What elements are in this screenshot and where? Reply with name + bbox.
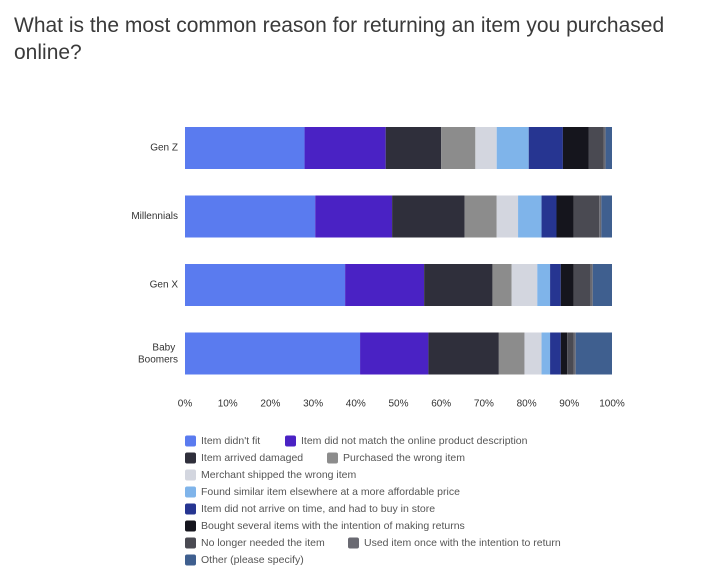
bar-segment bbox=[550, 264, 561, 306]
bar-segment bbox=[560, 332, 568, 375]
bar-segment bbox=[603, 127, 606, 169]
bar-segment bbox=[496, 195, 519, 238]
bar-segment bbox=[492, 264, 512, 306]
legend-swatch bbox=[185, 537, 196, 549]
bar-segment bbox=[511, 264, 538, 306]
bar-segment bbox=[575, 332, 612, 375]
legend-label: Used item once with the intention to ret… bbox=[364, 537, 561, 549]
bar-segment bbox=[424, 264, 493, 306]
x-tick-label: 50% bbox=[388, 399, 408, 410]
bar-segment bbox=[464, 195, 497, 238]
bar-segment bbox=[185, 332, 361, 375]
category-label: Millennials bbox=[131, 211, 178, 222]
legend-swatch bbox=[185, 486, 196, 498]
legend-swatch bbox=[185, 435, 196, 447]
legend-swatch bbox=[285, 435, 296, 447]
bar-segment bbox=[573, 264, 591, 306]
legend-label: Other (please specify) bbox=[201, 554, 304, 566]
bar-segment bbox=[304, 127, 386, 169]
bar-segment bbox=[185, 264, 346, 306]
bar-segment bbox=[592, 264, 612, 306]
bar-segment bbox=[599, 195, 602, 238]
legend-swatch bbox=[185, 520, 196, 532]
x-tick-label: 70% bbox=[474, 399, 494, 410]
legend-label: Item arrived damaged bbox=[201, 452, 303, 464]
bar-segment bbox=[428, 332, 499, 375]
bar-segment bbox=[524, 332, 542, 375]
legend-swatch bbox=[185, 452, 196, 464]
x-tick-label: 0% bbox=[178, 399, 193, 410]
bar-segment bbox=[601, 195, 612, 238]
legend-label: Merchant shipped the wrong item bbox=[201, 469, 357, 481]
legend-label: Bought several items with the intention … bbox=[201, 520, 465, 532]
legend-swatch bbox=[185, 503, 196, 515]
legend-label: Item didn't fit bbox=[201, 435, 260, 447]
x-tick-label: 60% bbox=[431, 399, 451, 410]
bar-segment bbox=[537, 264, 551, 306]
bar-segment bbox=[605, 127, 612, 169]
bar-segment bbox=[562, 127, 589, 169]
legend-swatch bbox=[185, 469, 196, 481]
bar-segment bbox=[315, 195, 393, 238]
bar-segment bbox=[385, 127, 442, 169]
bar-segment bbox=[496, 127, 529, 169]
bar-segment bbox=[528, 127, 563, 169]
legend-label: Purchased the wrong item bbox=[343, 452, 465, 464]
category-label: Baby Boomers bbox=[138, 342, 178, 365]
bar-segment bbox=[556, 195, 574, 238]
bar-segment bbox=[573, 332, 576, 375]
bar-segment bbox=[360, 332, 429, 375]
bar-segment bbox=[475, 127, 497, 169]
chart-title: What is the most common reason for retur… bbox=[14, 14, 665, 64]
bar-segment bbox=[185, 195, 316, 238]
bar-segment bbox=[541, 332, 551, 375]
bar-segment bbox=[441, 127, 476, 169]
bar-segment bbox=[345, 264, 425, 306]
bar-segment bbox=[518, 195, 542, 238]
legend-label: No longer needed the item bbox=[201, 537, 325, 549]
legend-label: Item did not arrive on time, and had to … bbox=[201, 503, 435, 515]
bar-segment bbox=[567, 332, 574, 375]
x-tick-label: 100% bbox=[599, 399, 625, 410]
legend-label: Item did not match the online product de… bbox=[301, 435, 528, 447]
x-tick-label: 10% bbox=[218, 399, 238, 410]
bar-segment bbox=[550, 332, 561, 375]
x-tick-label: 40% bbox=[346, 399, 366, 410]
bar-segment bbox=[588, 127, 604, 169]
bar-segment bbox=[560, 264, 574, 306]
x-tick-label: 90% bbox=[559, 399, 579, 410]
bar-segment bbox=[573, 195, 600, 238]
x-tick-label: 20% bbox=[260, 399, 280, 410]
bar-segment bbox=[185, 127, 305, 169]
bar-segment bbox=[498, 332, 525, 375]
x-tick-label: 80% bbox=[517, 399, 537, 410]
bar-segment bbox=[392, 195, 465, 238]
bar-segment bbox=[590, 264, 593, 306]
bar-segment bbox=[541, 195, 557, 238]
category-label: Gen Z bbox=[150, 143, 178, 154]
x-tick-label: 30% bbox=[303, 399, 323, 410]
legend-swatch bbox=[327, 452, 338, 464]
legend-label: Found similar item elsewhere at a more a… bbox=[201, 486, 460, 498]
category-label: Gen X bbox=[150, 280, 179, 291]
legend-swatch bbox=[348, 537, 359, 549]
legend-swatch bbox=[185, 554, 196, 566]
